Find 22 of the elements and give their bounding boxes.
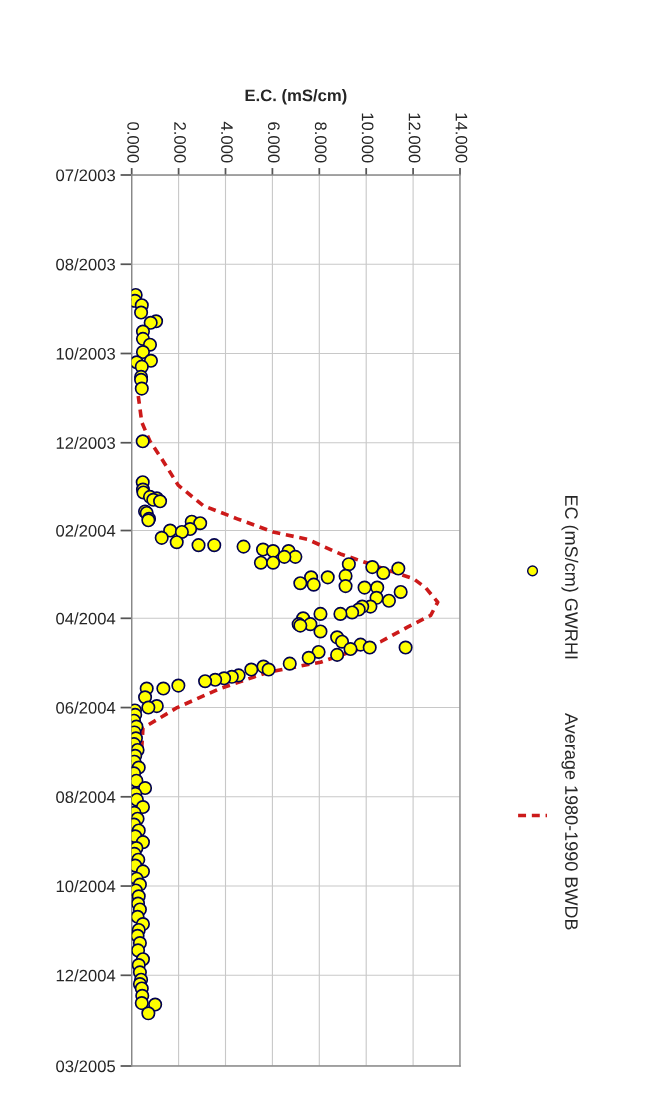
- x-tick-label: 6.000: [267, 122, 280, 163]
- y-tick-label: 12/2003: [56, 436, 115, 449]
- y-tick-label: 12/2004: [56, 969, 116, 982]
- x-tick-label: 2.000: [174, 122, 186, 163]
- y-tick-label: 02/2004: [56, 524, 116, 537]
- x-tick-label: 8.000: [314, 122, 327, 163]
- x-tick-label: 0.000: [127, 122, 140, 163]
- y-tick-label: 06/2004: [56, 701, 116, 714]
- y-tick-label: 03/2005: [56, 1059, 116, 1073]
- x-axis-title: E.C. (mS/cm): [245, 89, 347, 105]
- y-tick-label: 10/2004: [56, 880, 116, 893]
- legend-label: Average 1980-1990 BWDB: [561, 713, 578, 930]
- y-tick-label: 10/2003: [56, 347, 115, 360]
- x-tick-label: 12.000: [408, 113, 421, 163]
- x-tick-label: 14.000: [455, 113, 468, 163]
- x-tick-label: 10.000: [361, 113, 374, 163]
- y-tick-label: 08/2003: [56, 258, 115, 271]
- y-tick-label: 07/2003: [56, 168, 115, 182]
- legend-label: EC (mS/cm) GWRHI: [561, 495, 579, 659]
- x-tick-label: 4.000: [221, 121, 233, 163]
- y-tick-label: 08/2004: [56, 790, 116, 803]
- y-tick-label: 04/2004: [56, 612, 116, 625]
